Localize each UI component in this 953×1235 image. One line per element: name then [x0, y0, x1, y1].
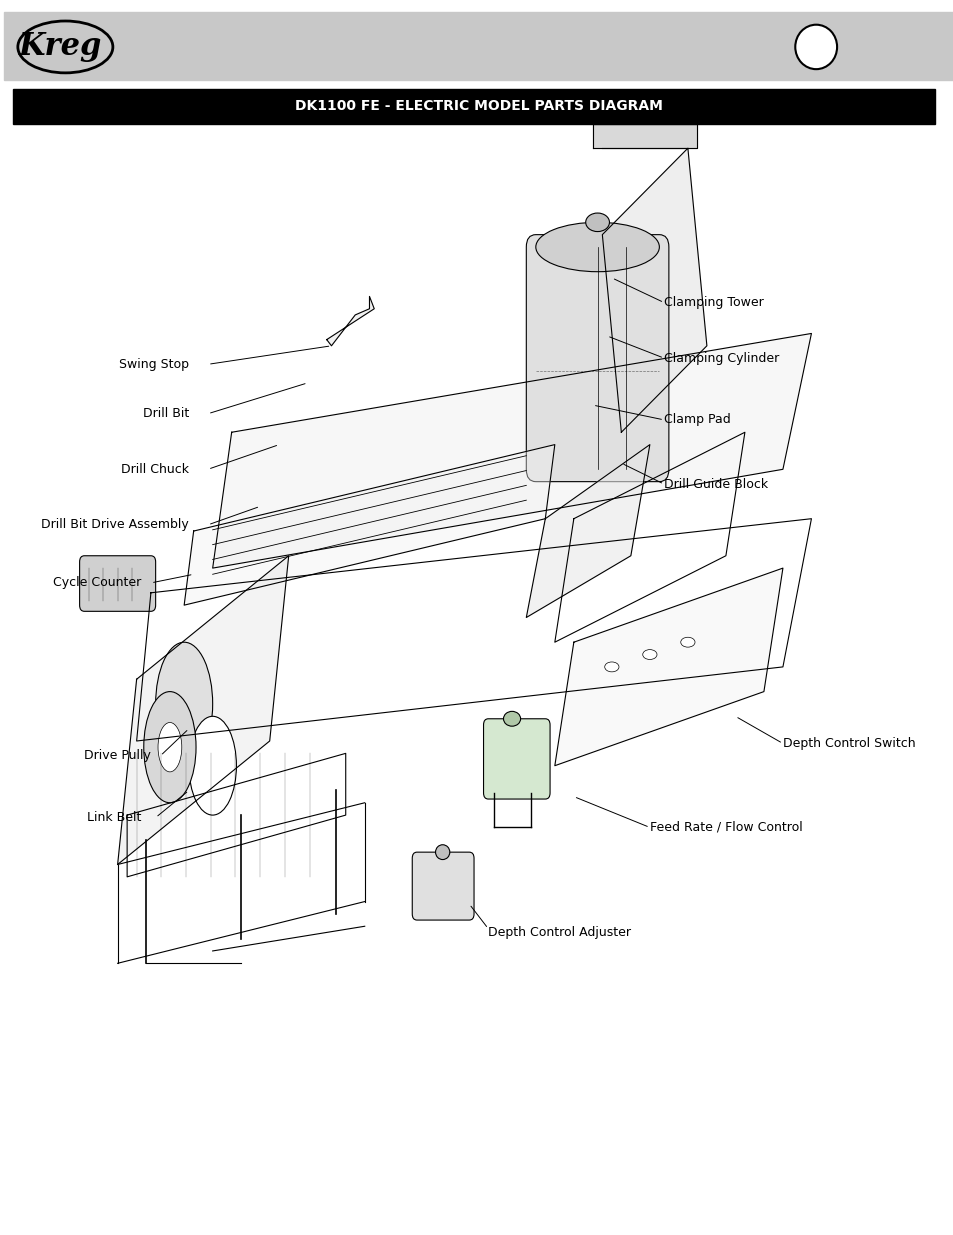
- Text: Depth Control Adjuster: Depth Control Adjuster: [488, 926, 631, 939]
- Ellipse shape: [585, 214, 609, 232]
- Ellipse shape: [158, 722, 182, 772]
- Text: Depth Control Switch: Depth Control Switch: [782, 737, 915, 750]
- Ellipse shape: [144, 692, 195, 803]
- FancyBboxPatch shape: [526, 235, 668, 482]
- Polygon shape: [117, 556, 289, 864]
- Ellipse shape: [436, 845, 449, 860]
- Text: DK1100 FE - ELECTRIC MODEL PARTS DIAGRAM: DK1100 FE - ELECTRIC MODEL PARTS DIAGRAM: [294, 99, 662, 112]
- Ellipse shape: [503, 711, 520, 726]
- Text: Drive Pully: Drive Pully: [84, 750, 151, 762]
- Bar: [4, 12, 953, 80]
- Text: Clamping Tower: Clamping Tower: [663, 296, 763, 309]
- Text: Cycle Counter: Cycle Counter: [53, 577, 141, 589]
- Ellipse shape: [189, 716, 236, 815]
- Ellipse shape: [155, 642, 213, 766]
- FancyBboxPatch shape: [412, 852, 474, 920]
- Polygon shape: [555, 568, 782, 766]
- FancyBboxPatch shape: [79, 556, 155, 611]
- Polygon shape: [184, 445, 555, 605]
- Ellipse shape: [604, 662, 618, 672]
- Ellipse shape: [536, 222, 659, 272]
- Polygon shape: [526, 445, 649, 618]
- Text: Drill Bit Drive Assembly: Drill Bit Drive Assembly: [41, 519, 189, 531]
- FancyBboxPatch shape: [483, 719, 550, 799]
- Polygon shape: [326, 296, 374, 346]
- Bar: [13, 89, 934, 124]
- Ellipse shape: [642, 650, 657, 659]
- Text: Drill Bit: Drill Bit: [143, 408, 189, 420]
- Text: Kreg: Kreg: [19, 31, 102, 63]
- Polygon shape: [213, 333, 811, 568]
- Ellipse shape: [795, 25, 836, 69]
- Text: Clamping Cylinder: Clamping Cylinder: [663, 352, 779, 364]
- Ellipse shape: [680, 637, 695, 647]
- Text: Clamp Pad: Clamp Pad: [663, 414, 730, 426]
- Text: Feed Rate / Flow Control: Feed Rate / Flow Control: [649, 821, 801, 834]
- Text: Link Belt: Link Belt: [87, 811, 141, 824]
- Text: Swing Stop: Swing Stop: [119, 358, 189, 370]
- Text: Drill Guide Block: Drill Guide Block: [663, 478, 767, 490]
- Polygon shape: [592, 124, 697, 148]
- Polygon shape: [601, 148, 706, 432]
- Text: Drill Chuck: Drill Chuck: [121, 463, 189, 475]
